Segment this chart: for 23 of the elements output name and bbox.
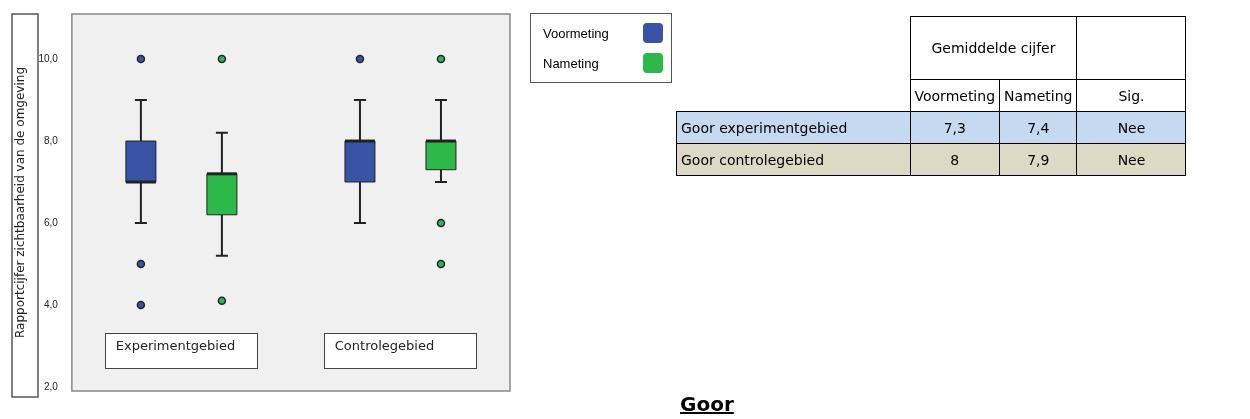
text: Gemiddelde cijfer [910, 16, 1077, 80]
x-tick-label: Controlegebied [334, 338, 435, 353]
category-label: Nameting [999, 79, 1077, 112]
category-label: Goor controlegebied [681, 151, 825, 168]
y-tick-label: 4,0 [43, 298, 59, 310]
text: 7,9 [1027, 151, 1050, 168]
text: Nee [1117, 119, 1146, 136]
category-label: Sig. [1076, 79, 1186, 112]
text: 7,4 [1027, 119, 1050, 136]
x-tick-label: Experimentgebied [115, 338, 236, 353]
y-tick-label: 2,0 [43, 380, 59, 392]
text: 7,3 [943, 119, 966, 136]
text: Nee [1117, 151, 1146, 168]
category-label: Voormeting [910, 79, 1000, 112]
y-tick-label: 10,0 [38, 52, 59, 64]
category-label: Goor experimentgebied [681, 119, 848, 136]
text: Goor [680, 392, 734, 416]
y-tick-label: 6,0 [43, 216, 59, 228]
y-axis-title: Rapportcijfer zichtbaarheid van de omgeving [13, 67, 28, 338]
text: Nameting [543, 55, 599, 71]
text: 8 [950, 151, 960, 168]
y-tick-label: 8,0 [43, 134, 59, 146]
text: Voormeting [543, 25, 609, 41]
